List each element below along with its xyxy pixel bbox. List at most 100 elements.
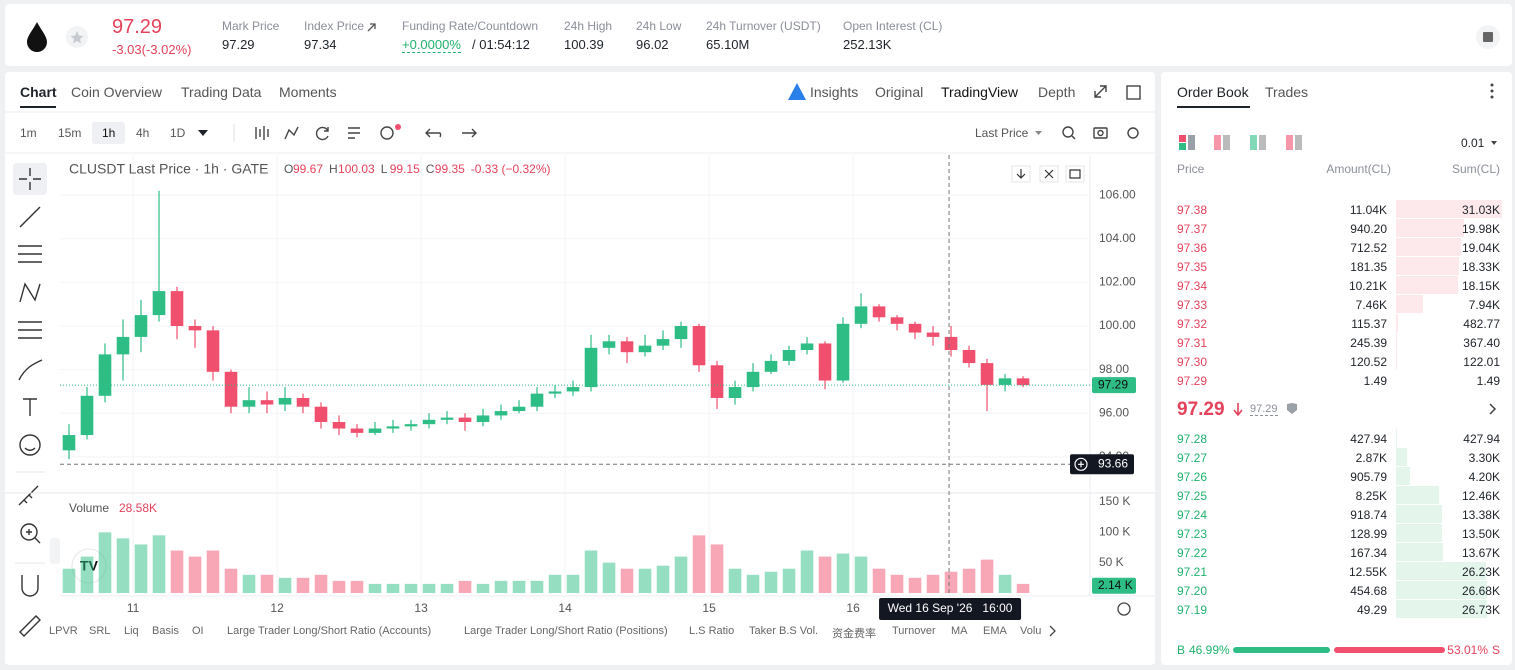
indicator-tab[interactable]: SRL bbox=[89, 625, 111, 637]
book-sum: 7.94K bbox=[1468, 298, 1500, 312]
volume-bar bbox=[584, 550, 598, 593]
book-price[interactable]: 97.34 bbox=[1177, 279, 1208, 293]
dropdown-icon[interactable] bbox=[1491, 141, 1497, 145]
volume-bar bbox=[728, 568, 742, 593]
dropdown-icon[interactable] bbox=[1035, 131, 1042, 135]
book-price[interactable]: 97.26 bbox=[1177, 470, 1208, 484]
book-price[interactable]: 97.21 bbox=[1177, 565, 1208, 579]
book-price[interactable]: 97.20 bbox=[1177, 584, 1208, 598]
pane-buttons[interactable] bbox=[1011, 165, 1085, 183]
chart-title: CLUSDT Last Price · 1h · GATE bbox=[69, 161, 268, 177]
book-sum: 12.46K bbox=[1461, 489, 1500, 503]
book-price[interactable]: 97.27 bbox=[1177, 451, 1208, 465]
chart-tool-icons[interactable] bbox=[255, 126, 1139, 141]
indicator-tab[interactable]: Basis bbox=[152, 625, 179, 637]
menu-icon[interactable] bbox=[1490, 83, 1494, 99]
indicator-tab[interactable]: L.S Ratio bbox=[689, 625, 735, 637]
interval[interactable]: 15m bbox=[58, 126, 82, 140]
depth-bar bbox=[1396, 505, 1442, 523]
book-price[interactable]: 97.38 bbox=[1177, 203, 1208, 217]
indicator-tab[interactable]: Turnover bbox=[892, 625, 936, 637]
crosshair-time-label: Wed 16 Sep '26 16:00 bbox=[888, 601, 1013, 615]
candle-body bbox=[548, 391, 562, 394]
candle-body bbox=[638, 345, 652, 353]
legend-key: O bbox=[284, 162, 293, 176]
book-amount: 11.04K bbox=[1349, 203, 1387, 217]
external-link-icon bbox=[367, 23, 376, 32]
indicator-tab[interactable]: Large Trader Long/Short Ratio (Accounts) bbox=[227, 625, 432, 637]
book-price[interactable]: 97.32 bbox=[1177, 317, 1208, 331]
volume-bar bbox=[656, 565, 670, 593]
candle-body bbox=[890, 317, 904, 324]
view-option[interactable]: Depth bbox=[1038, 84, 1076, 100]
book-price[interactable]: 97.36 bbox=[1177, 241, 1208, 255]
indicator-tab[interactable]: Volu bbox=[1020, 625, 1042, 637]
book-price[interactable]: 97.30 bbox=[1177, 355, 1208, 369]
depth-bar bbox=[1396, 257, 1459, 275]
book-tab[interactable]: Order Book bbox=[1177, 84, 1249, 100]
book-sum: 13.38K bbox=[1461, 508, 1500, 522]
interval[interactable]: 1D bbox=[170, 126, 186, 140]
stat-extra: / 01:54:12 bbox=[472, 37, 530, 52]
book-price[interactable]: 97.33 bbox=[1177, 298, 1208, 312]
candle-body bbox=[224, 371, 238, 407]
dropdown-icon[interactable] bbox=[198, 130, 208, 136]
tab[interactable]: Trading Data bbox=[181, 84, 262, 100]
precision[interactable]: 0.01 bbox=[1461, 136, 1485, 150]
stat-label: Index Price bbox=[304, 19, 365, 33]
chart: 106.00104.00102.00100.0098.0096.0094.001… bbox=[5, 155, 1155, 620]
book-view-icons[interactable] bbox=[1179, 135, 1302, 150]
star-icon bbox=[70, 31, 84, 44]
book-price[interactable]: 97.23 bbox=[1177, 527, 1208, 541]
book-price[interactable]: 97.24 bbox=[1177, 508, 1208, 522]
view-option[interactable]: Insights bbox=[810, 84, 859, 100]
interval[interactable]: 1m bbox=[20, 126, 37, 140]
legend-value: 100.03 bbox=[338, 162, 375, 176]
settings-icon[interactable] bbox=[1117, 602, 1131, 616]
drawing-toolbar[interactable] bbox=[18, 168, 43, 637]
indicator-tab[interactable]: Large Trader Long/Short Ratio (Positions… bbox=[464, 625, 668, 637]
book-amount: 49.29 bbox=[1356, 603, 1387, 617]
candle-body bbox=[728, 387, 742, 398]
tab[interactable]: Chart bbox=[20, 84, 57, 100]
column-header: Sum(CL) bbox=[1451, 162, 1500, 176]
book-price[interactable]: 97.25 bbox=[1177, 489, 1208, 503]
indicator-tab[interactable]: Liq bbox=[124, 625, 139, 637]
book-price[interactable]: 97.19 bbox=[1177, 603, 1208, 617]
indicator-tab[interactable]: OI bbox=[192, 625, 204, 637]
book-price[interactable]: 97.29 bbox=[1177, 374, 1208, 388]
view-option[interactable]: Original bbox=[875, 84, 924, 100]
view-option[interactable]: TradingView bbox=[941, 84, 1019, 100]
candle-body bbox=[854, 306, 868, 324]
book-tab[interactable]: Trades bbox=[1265, 84, 1309, 100]
price-source[interactable]: Last Price bbox=[975, 126, 1029, 140]
interval[interactable]: 1h bbox=[102, 126, 116, 140]
indicator-tab[interactable]: MA bbox=[951, 625, 968, 637]
fullscreen-icon[interactable] bbox=[1094, 85, 1107, 98]
tab[interactable]: Coin Overview bbox=[71, 84, 163, 100]
book-sum: 427.94 bbox=[1463, 432, 1500, 446]
book-amount: 245.39 bbox=[1350, 336, 1387, 350]
interval[interactable]: 4h bbox=[136, 126, 150, 140]
book-price[interactable]: 97.31 bbox=[1177, 336, 1208, 350]
coin-logo bbox=[27, 22, 47, 52]
book-sum: 13.50K bbox=[1461, 527, 1500, 541]
depth-bar bbox=[1396, 295, 1424, 313]
book-price[interactable]: 97.22 bbox=[1177, 546, 1208, 560]
candle-body bbox=[494, 411, 508, 416]
indicator-tab[interactable]: 资金费率 bbox=[832, 628, 876, 640]
indicator-tab[interactable]: LPVR bbox=[49, 625, 78, 637]
book-price[interactable]: 97.35 bbox=[1177, 260, 1208, 274]
window-icon[interactable] bbox=[1126, 85, 1141, 100]
y-tick-label: 104.00 bbox=[1099, 231, 1136, 245]
indicator-tab[interactable]: Taker B.S Vol. bbox=[749, 625, 819, 637]
y-tick-label: 98.00 bbox=[1099, 362, 1129, 376]
book-price[interactable]: 97.37 bbox=[1177, 222, 1208, 236]
tab[interactable]: Moments bbox=[279, 84, 337, 100]
expand-icon[interactable] bbox=[1489, 403, 1497, 415]
book-price[interactable]: 97.28 bbox=[1177, 432, 1208, 446]
scroll-right-icon[interactable] bbox=[1049, 625, 1056, 637]
indicator-tab[interactable]: EMA bbox=[983, 625, 1007, 637]
collapse-handle[interactable] bbox=[50, 538, 60, 564]
